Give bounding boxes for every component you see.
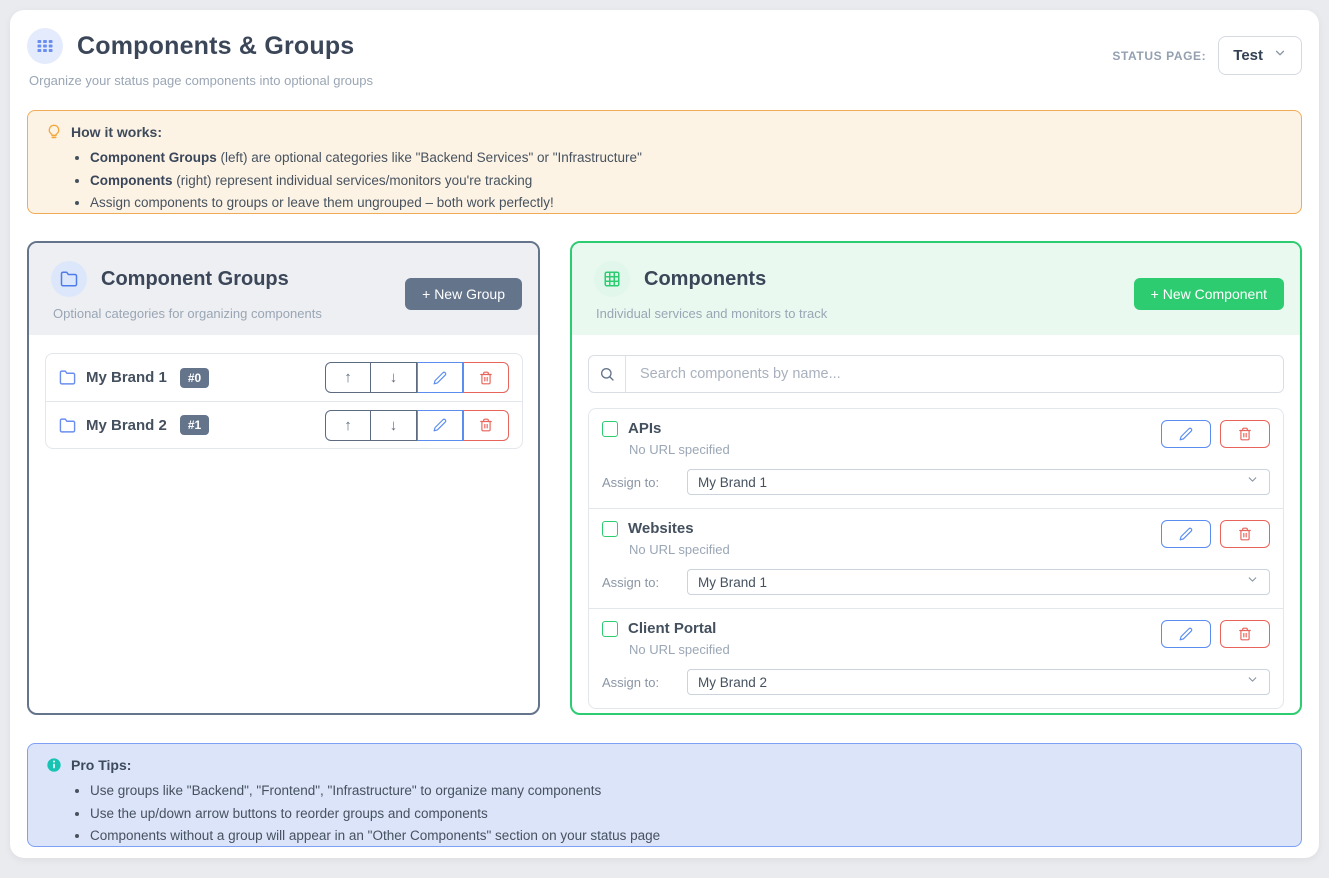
move-down-button[interactable]: ↓: [371, 362, 417, 393]
component-groups-title: Component Groups: [101, 267, 289, 290]
assign-to-label: Assign to:: [602, 674, 660, 690]
component-url-status: No URL specified: [629, 642, 730, 657]
how-it-works-box: How it works: Component Groups (left) ar…: [27, 110, 1302, 214]
group-row: My Brand 2 #1 ↑ ↓: [46, 401, 522, 448]
pro-tips-title: Pro Tips:: [71, 757, 132, 773]
lightbulb-icon: [46, 124, 62, 140]
search-icon: [589, 356, 626, 392]
edit-group-button[interactable]: [417, 409, 463, 441]
how-it-works-item: Assign components to groups or leave the…: [90, 192, 1283, 215]
delete-component-button[interactable]: [1220, 420, 1270, 448]
component-name: Websites: [628, 520, 694, 537]
search-input[interactable]: [626, 356, 1283, 392]
trash-icon: [479, 418, 493, 432]
pencil-icon: [1179, 527, 1193, 541]
move-up-button[interactable]: ↑: [325, 362, 371, 393]
delete-group-button[interactable]: [463, 409, 509, 441]
component-checkbox[interactable]: [602, 420, 618, 437]
pencil-icon: [1179, 427, 1193, 441]
edit-component-button[interactable]: [1161, 620, 1211, 648]
group-name: My Brand 2: [86, 416, 167, 434]
panels-row: Component Groups Optional categories for…: [27, 241, 1302, 715]
pencil-icon: [433, 371, 447, 385]
page-header-left: Components & Groups Organize your status…: [27, 28, 373, 88]
component-name: APIs: [628, 420, 662, 437]
page-subtitle: Organize your status page components int…: [29, 73, 373, 88]
component-row: APIs No URL specified Assign to: My Bran…: [589, 409, 1283, 508]
edit-component-button[interactable]: [1161, 520, 1211, 548]
how-it-works-title: How it works:: [71, 124, 163, 140]
pro-tips-box: Pro Tips: Use groups like "Backend", "Fr…: [27, 743, 1302, 847]
move-down-button[interactable]: ↓: [371, 409, 417, 441]
chevron-down-icon: [1246, 473, 1259, 491]
components-header: Components Individual services and monit…: [572, 243, 1300, 335]
component-row: Client Portal No URL specified Assign to…: [589, 608, 1283, 708]
folder-icon: [51, 261, 87, 297]
component-list: APIs No URL specified Assign to: My Bran…: [588, 408, 1284, 709]
status-page-picker: STATUS PAGE: Test: [1112, 36, 1302, 75]
folder-icon: [59, 417, 76, 434]
chevron-down-icon: [1246, 673, 1259, 691]
group-order-badge: #0: [179, 367, 210, 388]
component-checkbox[interactable]: [602, 520, 618, 537]
page-header: Components & Groups Organize your status…: [27, 28, 1302, 92]
page-title: Components & Groups: [77, 31, 355, 60]
pro-tips-item: Use the up/down arrow buttons to reorder…: [90, 803, 1283, 826]
trash-icon: [479, 371, 493, 385]
group-list: My Brand 1 #0 ↑ ↓: [45, 353, 523, 449]
group-order-badge: #1: [179, 415, 210, 435]
status-page-value: Test: [1233, 47, 1263, 64]
delete-group-button[interactable]: [463, 362, 509, 393]
status-page-label: STATUS PAGE:: [1112, 48, 1207, 63]
how-it-works-item: Component Groups (left) are optional cat…: [90, 147, 1283, 170]
trash-icon: [1238, 427, 1252, 441]
assign-group-select[interactable]: My Brand 1: [687, 469, 1270, 495]
move-up-button[interactable]: ↑: [325, 409, 371, 441]
pro-tips-list: Use groups like "Backend", "Frontend", "…: [90, 780, 1283, 848]
page-card: Components & Groups Organize your status…: [10, 10, 1319, 858]
group-actions: ↑ ↓: [325, 362, 509, 393]
how-it-works-list: Component Groups (left) are optional cat…: [90, 147, 1283, 215]
new-component-button[interactable]: + New Component: [1133, 278, 1284, 310]
pencil-icon: [433, 418, 447, 432]
components-title: Components: [644, 267, 767, 290]
chevron-down-icon: [1246, 573, 1259, 591]
component-groups-panel: Component Groups Optional categories for…: [27, 241, 540, 715]
status-page-select[interactable]: Test: [1218, 36, 1302, 75]
pencil-icon: [1179, 627, 1193, 641]
assign-group-select[interactable]: My Brand 2: [687, 669, 1270, 695]
component-checkbox[interactable]: [602, 620, 618, 637]
trash-icon: [1238, 527, 1252, 541]
grid-icon: [594, 261, 630, 297]
info-icon: [46, 757, 62, 773]
component-groups-subtitle: Optional categories for organizing compo…: [53, 306, 322, 321]
chevron-down-icon: [1273, 46, 1287, 65]
delete-component-button[interactable]: [1220, 520, 1270, 548]
trash-icon: [1238, 627, 1252, 641]
folder-icon: [59, 369, 76, 386]
new-group-button[interactable]: + New Group: [405, 278, 522, 310]
group-row: My Brand 1 #0 ↑ ↓: [46, 354, 522, 401]
component-url-status: No URL specified: [629, 542, 730, 557]
assign-group-select[interactable]: My Brand 1: [687, 569, 1270, 595]
edit-component-button[interactable]: [1161, 420, 1211, 448]
assign-to-label: Assign to:: [602, 474, 660, 490]
group-actions: ↑ ↓: [325, 409, 509, 441]
component-name: Client Portal: [628, 620, 717, 637]
assign-to-label: Assign to:: [602, 574, 660, 590]
pro-tips-item: Components without a group will appear i…: [90, 825, 1283, 848]
apps-grid-icon: [27, 28, 63, 64]
edit-group-button[interactable]: [417, 362, 463, 393]
component-groups-header: Component Groups Optional categories for…: [29, 243, 538, 335]
component-search: [588, 355, 1284, 393]
component-row: Websites No URL specified Assign to: My …: [589, 508, 1283, 608]
delete-component-button[interactable]: [1220, 620, 1270, 648]
component-url-status: No URL specified: [629, 442, 730, 457]
group-name: My Brand 1: [86, 369, 167, 386]
components-subtitle: Individual services and monitors to trac…: [596, 306, 828, 321]
components-panel: Components Individual services and monit…: [570, 241, 1302, 715]
how-it-works-item: Components (right) represent individual …: [90, 170, 1283, 193]
pro-tips-item: Use groups like "Backend", "Frontend", "…: [90, 780, 1283, 803]
